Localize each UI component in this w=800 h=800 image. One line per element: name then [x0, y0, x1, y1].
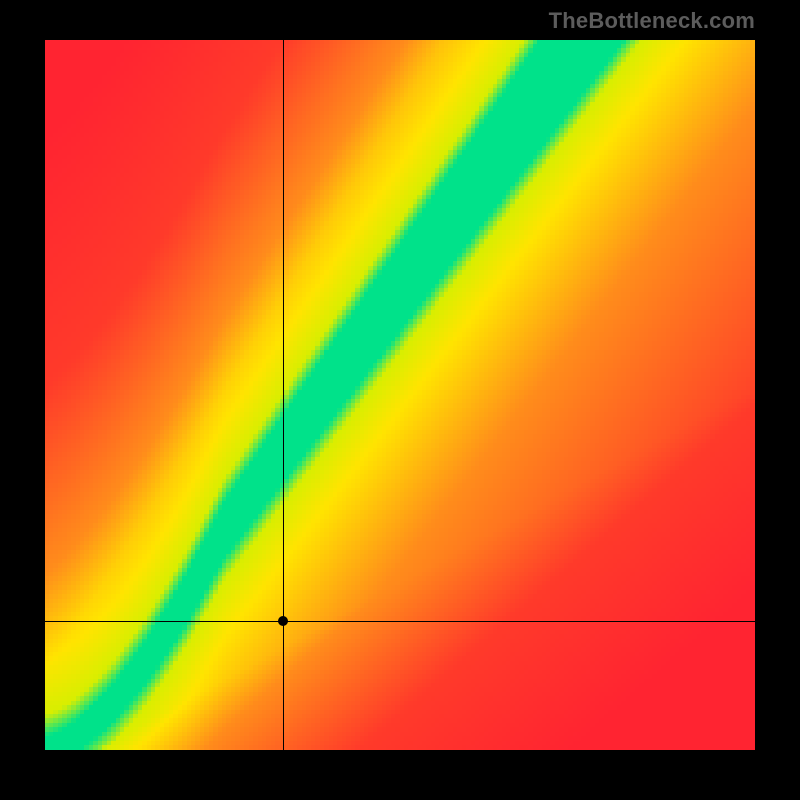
chart-container: TheBottleneck.com: [0, 0, 800, 800]
watermark-text: TheBottleneck.com: [549, 8, 755, 34]
plot-area: [45, 40, 755, 750]
heatmap-canvas: [45, 40, 755, 750]
